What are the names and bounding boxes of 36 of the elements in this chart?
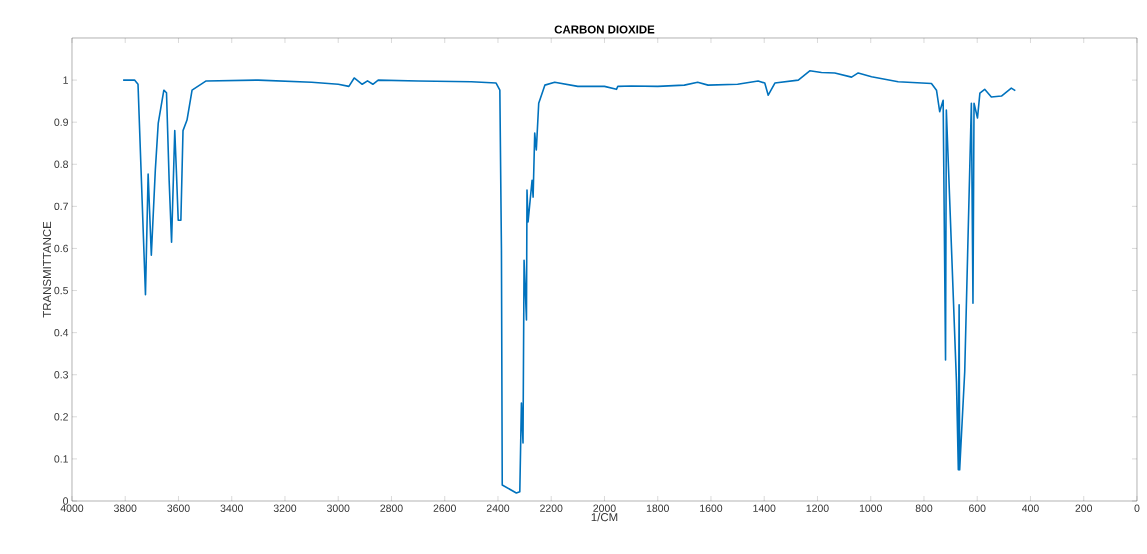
y-tick-label: 0 <box>63 497 69 505</box>
x-tick-label: 2600 <box>433 504 456 512</box>
x-tick-label: 1000 <box>859 504 882 512</box>
y-tick-label: 0.7 <box>54 202 68 211</box>
x-tick-label: 0 <box>1134 504 1140 512</box>
x-tick-label: 3400 <box>220 504 243 512</box>
chart-title: CARBON DIOXIDE <box>554 25 655 34</box>
y-axis-title: TRANSMITTANCE <box>42 221 52 318</box>
y-tick-label: 0.5 <box>54 286 69 295</box>
x-tick-label: 3200 <box>273 504 297 512</box>
y-tick-label: 0.1 <box>54 455 68 463</box>
x-tick-label: 1600 <box>700 504 723 512</box>
x-tick-label: 800 <box>915 504 933 512</box>
y-tick-label: 0.3 <box>54 371 69 379</box>
x-tick-label: 3600 <box>167 504 190 512</box>
x-tick-label: 1400 <box>753 504 776 512</box>
y-tick-label: 1 <box>63 76 68 84</box>
x-tick-label: 3000 <box>326 504 350 512</box>
y-tick-label: 0.8 <box>54 160 69 168</box>
x-tick-label: 2800 <box>380 504 403 512</box>
line-series <box>122 70 1017 494</box>
x-tick-label: 2000 <box>593 504 616 512</box>
x-tick-label: 3800 <box>113 504 137 512</box>
x-tick-label: 4000 <box>60 504 84 512</box>
x-tick-label: 1800 <box>646 504 669 512</box>
y-tick-label: 0.2 <box>54 413 68 421</box>
x-axis-title: 1/CM <box>591 512 618 522</box>
y-tick-label: 0.4 <box>54 328 69 337</box>
x-tick-label: 2200 <box>540 504 563 512</box>
x-tick-label: 400 <box>1021 504 1039 512</box>
x-tick-label: 2400 <box>486 504 510 512</box>
x-tick-label: 200 <box>1075 504 1093 512</box>
x-tick-label: 1200 <box>806 504 829 512</box>
x-tick-label: 600 <box>969 504 986 512</box>
y-tick-label: 0.9 <box>54 118 68 126</box>
y-tick-label: 0.6 <box>54 244 69 253</box>
